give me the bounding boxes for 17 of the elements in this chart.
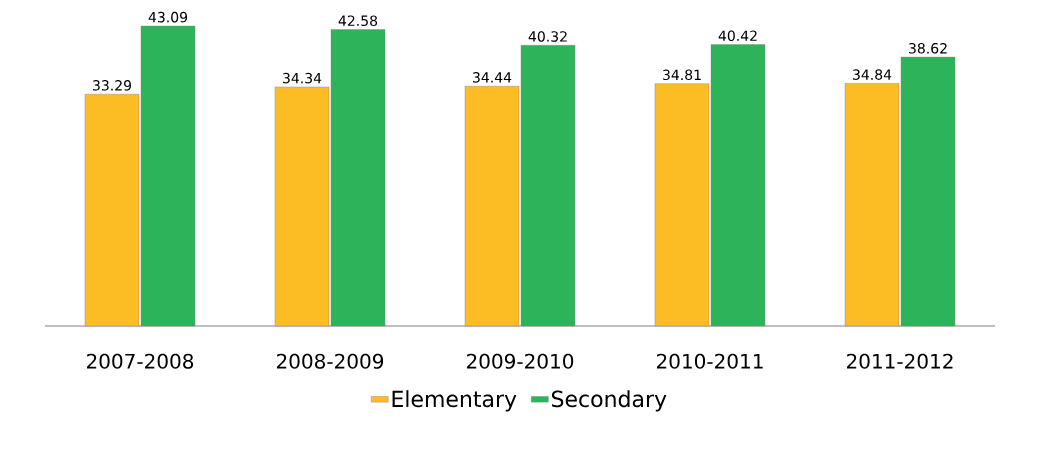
legend-label: Secondary [551,390,667,412]
data-label: 42.58 [338,15,378,27]
x-tick-label: 2009-2010 [466,353,574,369]
x-tick-label: 2011-2012 [846,353,953,369]
x-tick-label: 2007-2008 [86,353,194,369]
data-label: 43.09 [148,11,188,23]
data-label: 40.42 [718,30,757,42]
data-label: 33.29 [93,80,132,91]
x-tick-label: 2010-2011 [656,353,763,369]
data-label: 40.32 [528,31,567,42]
data-label: 34.84 [853,69,892,80]
data-label: 34.34 [283,72,322,84]
data-label: 38.62 [909,42,947,54]
data-label: 34.81 [663,69,701,81]
x-tick-label: 2008-2009 [276,353,384,369]
data-label: 34.44 [473,72,512,83]
legend-label: Elementary [392,390,517,412]
